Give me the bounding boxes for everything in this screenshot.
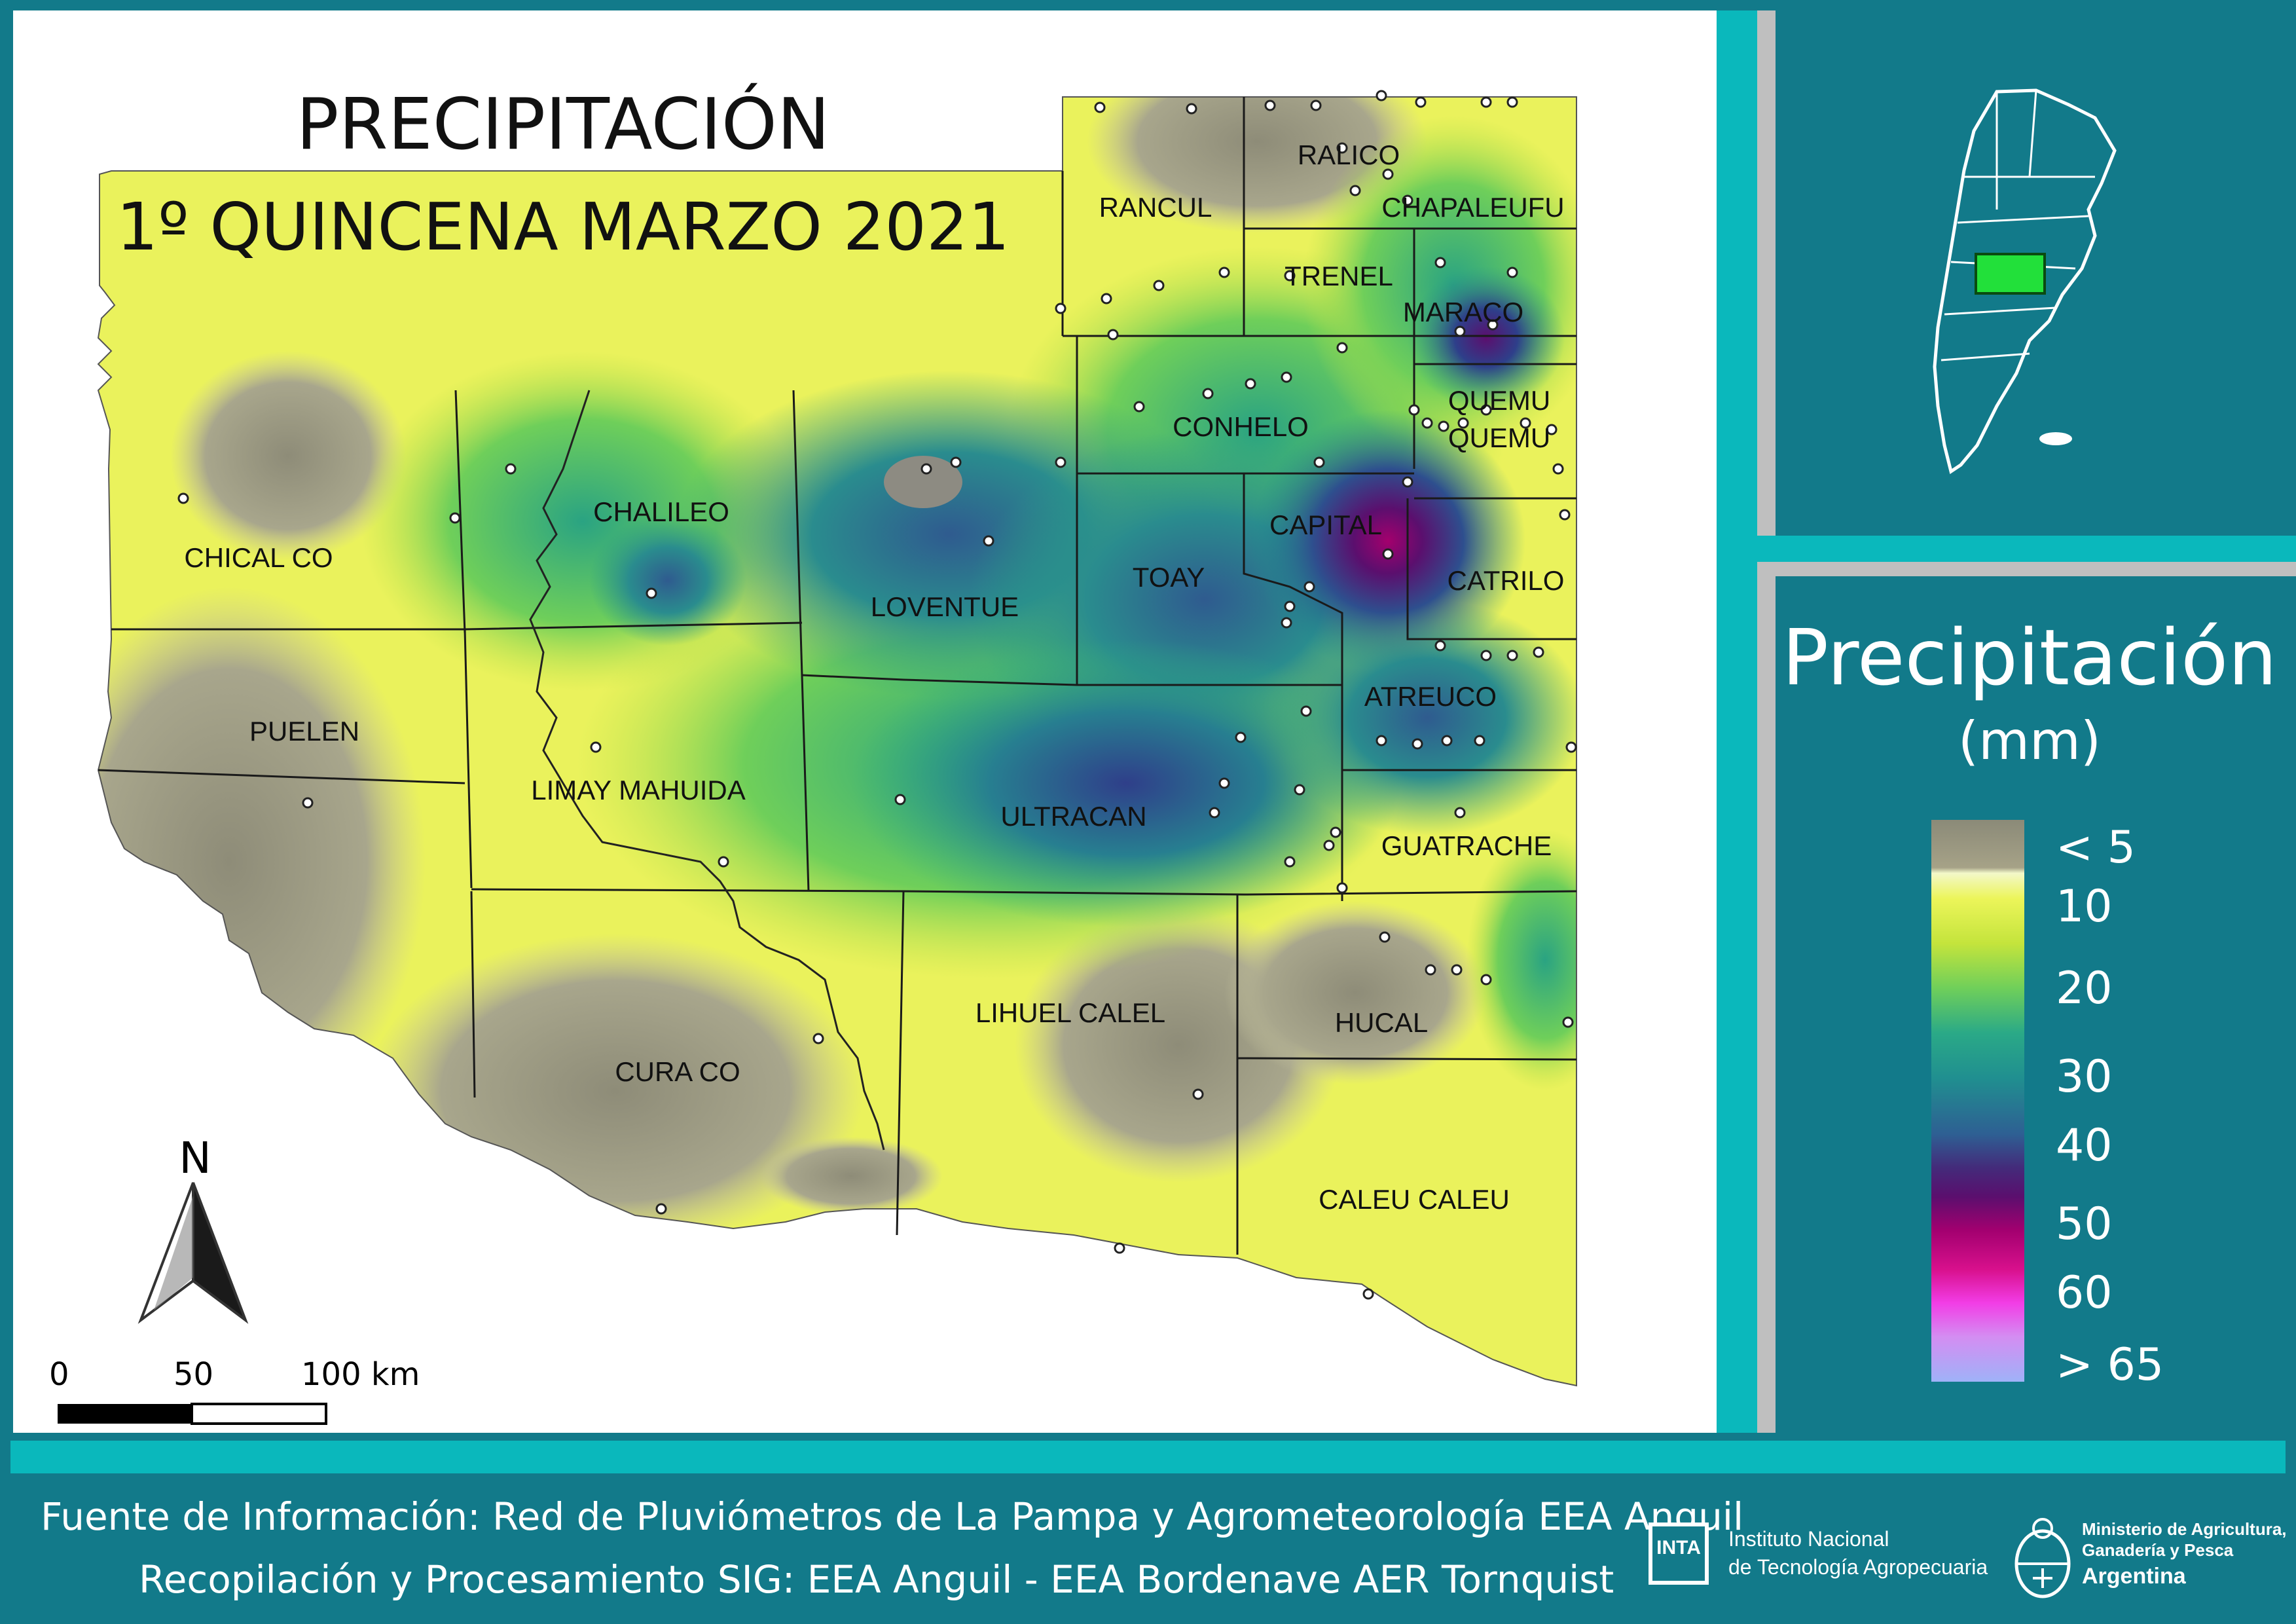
divider-cyan-horizontal xyxy=(1717,536,2296,562)
precipitation-map: RALICO RANCUL CHAPALEUFU TRENEL MARACO Q… xyxy=(58,90,1577,1425)
legend-label: 30 xyxy=(2056,1051,2113,1103)
dept-label: LOVENTUE xyxy=(871,591,1019,622)
map-subtitle: 1º QUINCENA MARZO 2021 xyxy=(116,189,1010,265)
scale-label-0: 0 xyxy=(49,1356,69,1393)
dept-label: RALICO xyxy=(1298,139,1400,170)
dept-label: CHICAL CO xyxy=(184,542,333,573)
dept-label: GUATRACHE xyxy=(1381,830,1552,861)
dept-label: ULTRACAN xyxy=(1000,801,1146,832)
dept-label: ATREUCO xyxy=(1364,681,1497,712)
north-label: N xyxy=(179,1133,211,1183)
argentina-coat-of-arms-icon xyxy=(2014,1518,2071,1598)
legend-label: < 5 xyxy=(2056,822,2136,874)
dept-label: HUCAL xyxy=(1335,1007,1428,1038)
ministry-name-line2: Ganadería y Pesca xyxy=(2082,1540,2234,1560)
inta-name-line2: de Tecnología Agropecuaria xyxy=(1728,1555,1988,1579)
province-outline xyxy=(97,96,1577,1387)
footer-processing: Recopilación y Procesamiento SIG: EEA An… xyxy=(139,1557,1614,1602)
legend-label: 60 xyxy=(2056,1267,2113,1319)
legend-unit: (mm) xyxy=(1958,710,2102,771)
dept-label: CURA CO xyxy=(615,1056,740,1087)
rain-gauge-stations xyxy=(177,90,1577,1300)
dept-label: CALEU CALEU xyxy=(1319,1184,1510,1215)
scale-label-100: 100 km xyxy=(301,1356,420,1393)
department-labels: RALICO RANCUL CHAPALEUFU TRENEL MARACO Q… xyxy=(184,139,1564,1215)
footer-divider xyxy=(10,1441,2286,1473)
dept-label: CONHELO xyxy=(1173,411,1309,442)
argentina-locator-map xyxy=(1933,88,2117,475)
legend-label: 10 xyxy=(2056,881,2113,932)
inta-logo-mark: INTA xyxy=(1656,1537,1701,1559)
inta-logo: INTA xyxy=(1649,1522,1709,1585)
dept-label: LIHUEL CALEL xyxy=(975,997,1165,1028)
dept-label: PUELEN xyxy=(249,716,359,747)
legend-title: Precipitación xyxy=(1781,612,2278,703)
dept-label: CATRILO xyxy=(1448,565,1565,596)
north-arrow: N xyxy=(137,1133,249,1324)
dept-label: MARACO xyxy=(1403,297,1523,327)
dept-label: TRENEL xyxy=(1285,261,1393,291)
legend-label: 40 xyxy=(2056,1120,2113,1172)
ministry-name-line3: Argentina xyxy=(2082,1564,2186,1589)
legend-label: > 65 xyxy=(2056,1339,2164,1391)
dept-label: CAPITAL xyxy=(1269,509,1382,540)
precipitation-colorbar xyxy=(1931,820,2024,1382)
inta-name-line1: Instituto Nacional xyxy=(1728,1527,1889,1551)
dept-label: RANCUL xyxy=(1099,192,1212,223)
legend-label: 20 xyxy=(2056,963,2113,1014)
scale-bar xyxy=(58,1403,327,1425)
divider-grey-vertical xyxy=(1757,10,1776,1433)
dept-label: CHAPALEUFU xyxy=(1381,192,1564,223)
scale-label-50: 50 xyxy=(173,1356,214,1393)
divider-grey-horizontal xyxy=(1776,562,2296,576)
dept-label: LIMAY MAHUIDA xyxy=(531,775,746,805)
map-panel: RALICO RANCUL CHAPALEUFU TRENEL MARACO Q… xyxy=(13,10,1717,1433)
dept-label: QUEMU xyxy=(1448,385,1550,416)
divider-cyan-vertical xyxy=(1717,10,1757,1433)
map-title: PRECIPITACIÓN xyxy=(296,84,830,166)
dept-label: TOAY xyxy=(1133,562,1205,593)
dept-label: CHALILEO xyxy=(593,496,729,527)
legend-label: 50 xyxy=(2056,1198,2113,1250)
footer-source: Fuente de Información: Red de Pluviómetr… xyxy=(41,1494,1744,1539)
dept-label: QUEMU xyxy=(1448,422,1550,453)
river-line xyxy=(529,390,885,1151)
ministry-name-line1: Ministerio de Agricultura, xyxy=(2082,1519,2287,1539)
la-pampa-highlight xyxy=(1975,253,2046,295)
